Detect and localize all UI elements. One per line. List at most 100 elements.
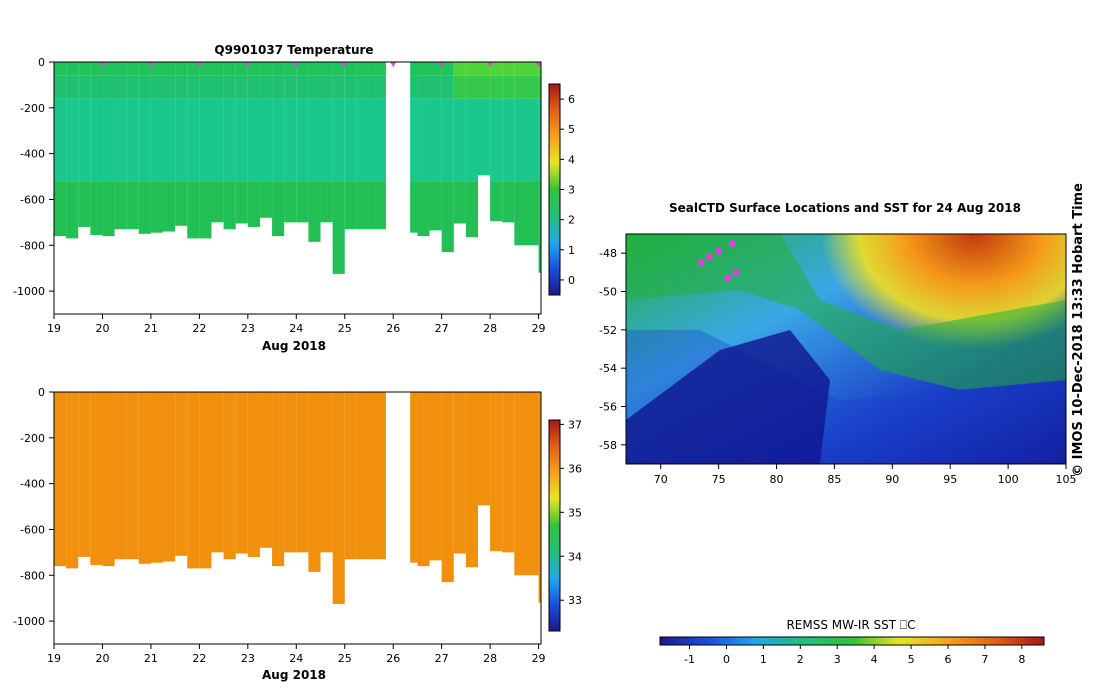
salinity-x-axis: 19 20 21 22 23 24 25 26 27 28 29 <box>47 644 546 665</box>
salinity-cell <box>453 392 466 554</box>
temperature-cell <box>453 98 466 182</box>
temperature-cell <box>526 75 539 99</box>
x-tick-label: 22 <box>192 652 206 665</box>
temperature-cell <box>538 75 541 99</box>
x-tick-label: 28 <box>483 322 497 335</box>
sst-colorbar-tick-label: 3 <box>834 653 841 666</box>
temperature-cell <box>465 181 479 238</box>
temperature-cell <box>247 98 260 182</box>
sst-colorbar-ramp <box>659 636 1045 646</box>
salinity-cell <box>465 392 479 568</box>
x-tick-label: 22 <box>192 322 206 335</box>
x-tick-label: 27 <box>435 652 449 665</box>
sst-map-panel: SealCTD Surface Locations and SST for 24… <box>599 183 1086 666</box>
temperature-cell <box>102 181 115 237</box>
temperature-cell <box>429 75 442 99</box>
sst-colorbar-tick-label: 8 <box>1018 653 1025 666</box>
salinity-cell <box>138 392 151 564</box>
temperature-cell <box>90 181 103 235</box>
salinity-cell <box>66 392 79 569</box>
colorbar-tick-label: 34 <box>568 550 582 563</box>
temperature-cell <box>114 62 127 76</box>
temperature-cell <box>410 98 418 182</box>
temperature-cell <box>344 75 357 99</box>
temperature-cell <box>163 75 176 99</box>
temperature-data <box>54 62 542 274</box>
temperature-cell <box>296 98 309 182</box>
x-tick-label: 26 <box>386 652 400 665</box>
colorbar-tick-label: 35 <box>568 506 582 519</box>
colorbar-tick-label: 33 <box>568 594 582 607</box>
temperature-cell <box>429 62 442 76</box>
temperature-cell <box>417 62 430 76</box>
colorbar-tick-label: 0 <box>568 274 575 287</box>
x-tick-label: 21 <box>144 322 158 335</box>
map-y-tick-label: -50 <box>599 286 617 299</box>
sst-colorbar: -1 0 1 2 3 4 5 6 7 8 <box>659 636 1045 666</box>
temperature-cell <box>410 181 418 233</box>
temperature-cell <box>478 98 491 176</box>
temperature-cell <box>417 181 430 237</box>
temperature-cell <box>526 181 539 246</box>
temperature-cell <box>453 62 466 76</box>
temperature-cell <box>284 62 297 76</box>
temperature-cell <box>429 181 442 231</box>
sst-colorbar-tick-label: -1 <box>684 653 695 666</box>
temperature-cell <box>490 98 503 182</box>
temperature-cell <box>410 62 418 76</box>
temperature-cell <box>417 98 430 182</box>
temperature-cell <box>259 181 273 218</box>
temperature-cell <box>235 181 248 224</box>
salinity-cell <box>502 392 515 553</box>
temperature-cell <box>187 62 200 76</box>
temperature-cell <box>54 181 67 237</box>
map-x-tick-label: 90 <box>885 473 899 486</box>
temperature-cell <box>502 181 515 223</box>
temperature-cell <box>175 181 188 226</box>
temperature-cell <box>284 181 297 223</box>
y-tick-label: 0 <box>38 386 45 399</box>
temperature-cell <box>259 62 273 76</box>
temperature-cell <box>284 75 297 99</box>
temperature-cell <box>259 98 273 182</box>
salinity-cell <box>223 392 236 560</box>
salinity-cell <box>211 392 224 553</box>
temperature-cell <box>163 181 176 232</box>
temperature-cell <box>356 181 369 230</box>
y-tick-label: -1000 <box>13 615 45 628</box>
temperature-cell <box>138 98 151 182</box>
temperature-cell <box>538 181 541 273</box>
surface-marker <box>390 62 397 67</box>
temperature-cell <box>465 98 479 182</box>
temperature-cell <box>453 75 466 99</box>
salinity-cell <box>429 392 442 561</box>
y-tick-label: -1000 <box>13 285 45 298</box>
map-y-axis: -48 -50 -52 -54 -56 -58 <box>599 247 626 452</box>
temperature-cell <box>308 75 321 99</box>
map-x-tick-label: 75 <box>712 473 726 486</box>
seal-track <box>697 240 740 282</box>
temperature-cell <box>163 62 176 76</box>
salinity-cell <box>410 392 418 563</box>
temperature-cell <box>102 75 115 99</box>
x-tick-label: 27 <box>435 322 449 335</box>
colorbar-tick-label: 4 <box>568 153 575 166</box>
seal-location-point <box>697 259 705 267</box>
temperature-cell <box>272 62 285 76</box>
temperature-cell <box>114 181 127 230</box>
temperature-cell <box>211 62 224 76</box>
x-tick-label: 20 <box>95 322 109 335</box>
salinity-cell <box>332 392 345 604</box>
temperature-cell <box>150 98 164 182</box>
temperature-cell <box>308 62 321 76</box>
temperature-cell <box>126 62 139 76</box>
x-tick-label: 28 <box>483 652 497 665</box>
y-tick-label: -200 <box>20 102 45 115</box>
temperature-cell <box>320 62 333 76</box>
temperature-cell <box>284 98 297 182</box>
salinity-cell <box>163 392 176 562</box>
temperature-cell <box>247 75 260 99</box>
x-tick-label: 19 <box>47 322 61 335</box>
temperature-cell <box>538 98 541 182</box>
